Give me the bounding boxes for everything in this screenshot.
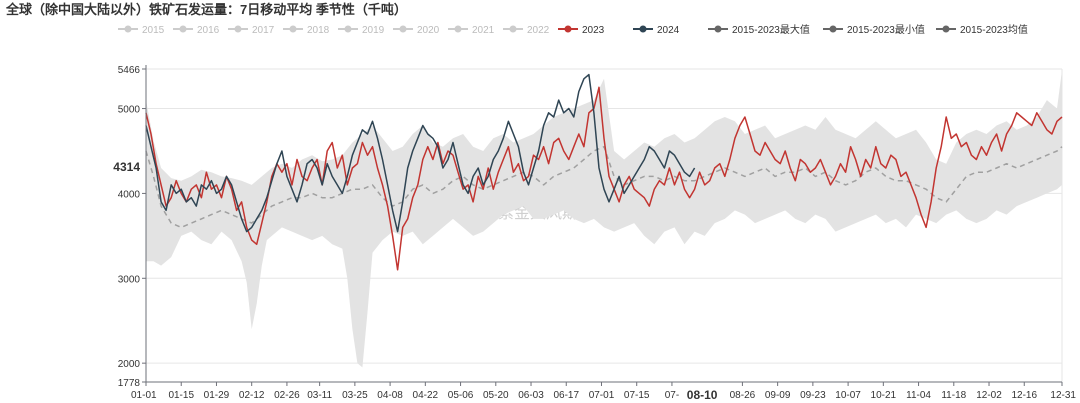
x-tick-label: 05-20 [483, 390, 509, 401]
legend-item-2015-2023均值[interactable]: 2015-2023均值 [936, 23, 1028, 36]
legend-label: 2019 [362, 25, 385, 36]
series-mean-line [145, 145, 1063, 229]
y-tick-label: 1778 [118, 378, 141, 389]
legend-item-2015-2023最小值[interactable]: 2015-2023最小值 [823, 23, 925, 36]
x-tick-label: 04-22 [413, 390, 439, 401]
legend-item-2015[interactable]: 2015 [118, 25, 165, 36]
legend-label: 2024 [657, 25, 680, 36]
legend-item-2021[interactable]: 2021 [448, 25, 495, 36]
x-tick-label: 06-03 [518, 390, 544, 401]
legend-label: 2021 [472, 25, 495, 36]
legend-label: 2016 [197, 25, 220, 36]
legend-item-2020[interactable]: 2020 [393, 25, 440, 36]
chart-title: 全球（除中国大陆以外）铁矿石发运量：7日移动平均 季节性（千吨） [5, 2, 407, 17]
legend-item-2023[interactable]: 2023 [558, 25, 605, 36]
legend-item-2019[interactable]: 2019 [338, 25, 385, 36]
x-tick-label: 10-21 [871, 390, 897, 401]
x-tick-label: 12-31 [1050, 390, 1076, 401]
legend-label: 2022 [527, 25, 550, 36]
x-tick-label: 07- [665, 390, 679, 401]
x-tick-label: 08-26 [730, 390, 756, 401]
legend-marker [714, 25, 722, 33]
x-tick-label: 09-23 [800, 390, 826, 401]
legend-item-2022[interactable]: 2022 [503, 25, 550, 36]
legend-marker [829, 25, 837, 33]
legend-item-2016[interactable]: 2016 [173, 25, 220, 36]
y-tick-label: 5466 [118, 65, 141, 76]
x-tick-label: 10-07 [835, 390, 861, 401]
x-tick-label: 11-18 [941, 390, 966, 401]
y-tick-label: 2000 [118, 359, 141, 370]
legend-label: 2015-2023最大值 [732, 23, 810, 36]
legend-label: 2015-2023最小值 [847, 23, 925, 36]
legend-label: 2015 [142, 25, 165, 36]
legend-marker [179, 25, 187, 33]
series-2023-line [145, 86, 1063, 271]
x-tick-label: 07-01 [589, 390, 615, 401]
legend-marker [564, 25, 572, 33]
x-tick-label: 06-17 [553, 390, 579, 401]
legend-label: 2018 [307, 25, 330, 36]
legend-marker [344, 25, 352, 33]
x-tick-label: 02-26 [274, 390, 300, 401]
x-tick-label: 12-02 [976, 390, 1002, 401]
x-tick-label: 02-12 [239, 390, 265, 401]
legend-marker [289, 25, 297, 33]
x-tick-label: 03-25 [342, 390, 368, 401]
legend-label: 2017 [252, 25, 275, 36]
legend-marker [124, 25, 132, 33]
series-2024-line [145, 73, 696, 233]
y-tick-label: 4000 [118, 189, 141, 200]
legend-item-2024[interactable]: 2024 [633, 25, 680, 36]
x-tick-label: 04-08 [377, 390, 403, 401]
x-tick-label: 01-01 [131, 390, 157, 401]
x-pointer-label: 08-10 [687, 388, 718, 402]
plot-area [145, 70, 1063, 368]
x-tick-label: 01-29 [204, 390, 230, 401]
x-tick-label: 11-04 [906, 390, 931, 401]
y-tick-label: 5000 [118, 105, 141, 116]
legend-marker [234, 25, 242, 33]
y-tick-label: 3000 [118, 274, 141, 285]
legend-label: 2023 [582, 25, 605, 36]
legend-item-2018[interactable]: 2018 [283, 25, 330, 36]
x-tick-label: 09-09 [765, 390, 791, 401]
legend-marker [639, 25, 647, 33]
y-pointer-label: 4314 [113, 160, 140, 174]
legend-item-2017[interactable]: 2017 [228, 25, 275, 36]
legend-marker [942, 25, 950, 33]
x-tick-label: 07-15 [624, 390, 650, 401]
x-tick-label: 03-11 [307, 390, 332, 401]
axes: 2000 3000 4000 5000 5466 1778 4314 01-01 01-15 01… [113, 65, 1076, 402]
legend-marker [399, 25, 407, 33]
legend-marker [454, 25, 462, 33]
legend: 2015 2016 2017 2018 2019 2020 2021 2022 2023 2024… [118, 23, 1028, 36]
x-tick-label: 01-15 [168, 390, 194, 401]
legend-item-2015-2023最大值[interactable]: 2015-2023最大值 [708, 23, 810, 36]
legend-label: 2015-2023均值 [960, 23, 1028, 36]
legend-label: 2020 [417, 25, 440, 36]
legend-marker [509, 25, 517, 33]
minmax-band [146, 70, 1062, 368]
x-tick-label: 05-06 [448, 390, 474, 401]
x-tick-label: 12-16 [1011, 390, 1037, 401]
